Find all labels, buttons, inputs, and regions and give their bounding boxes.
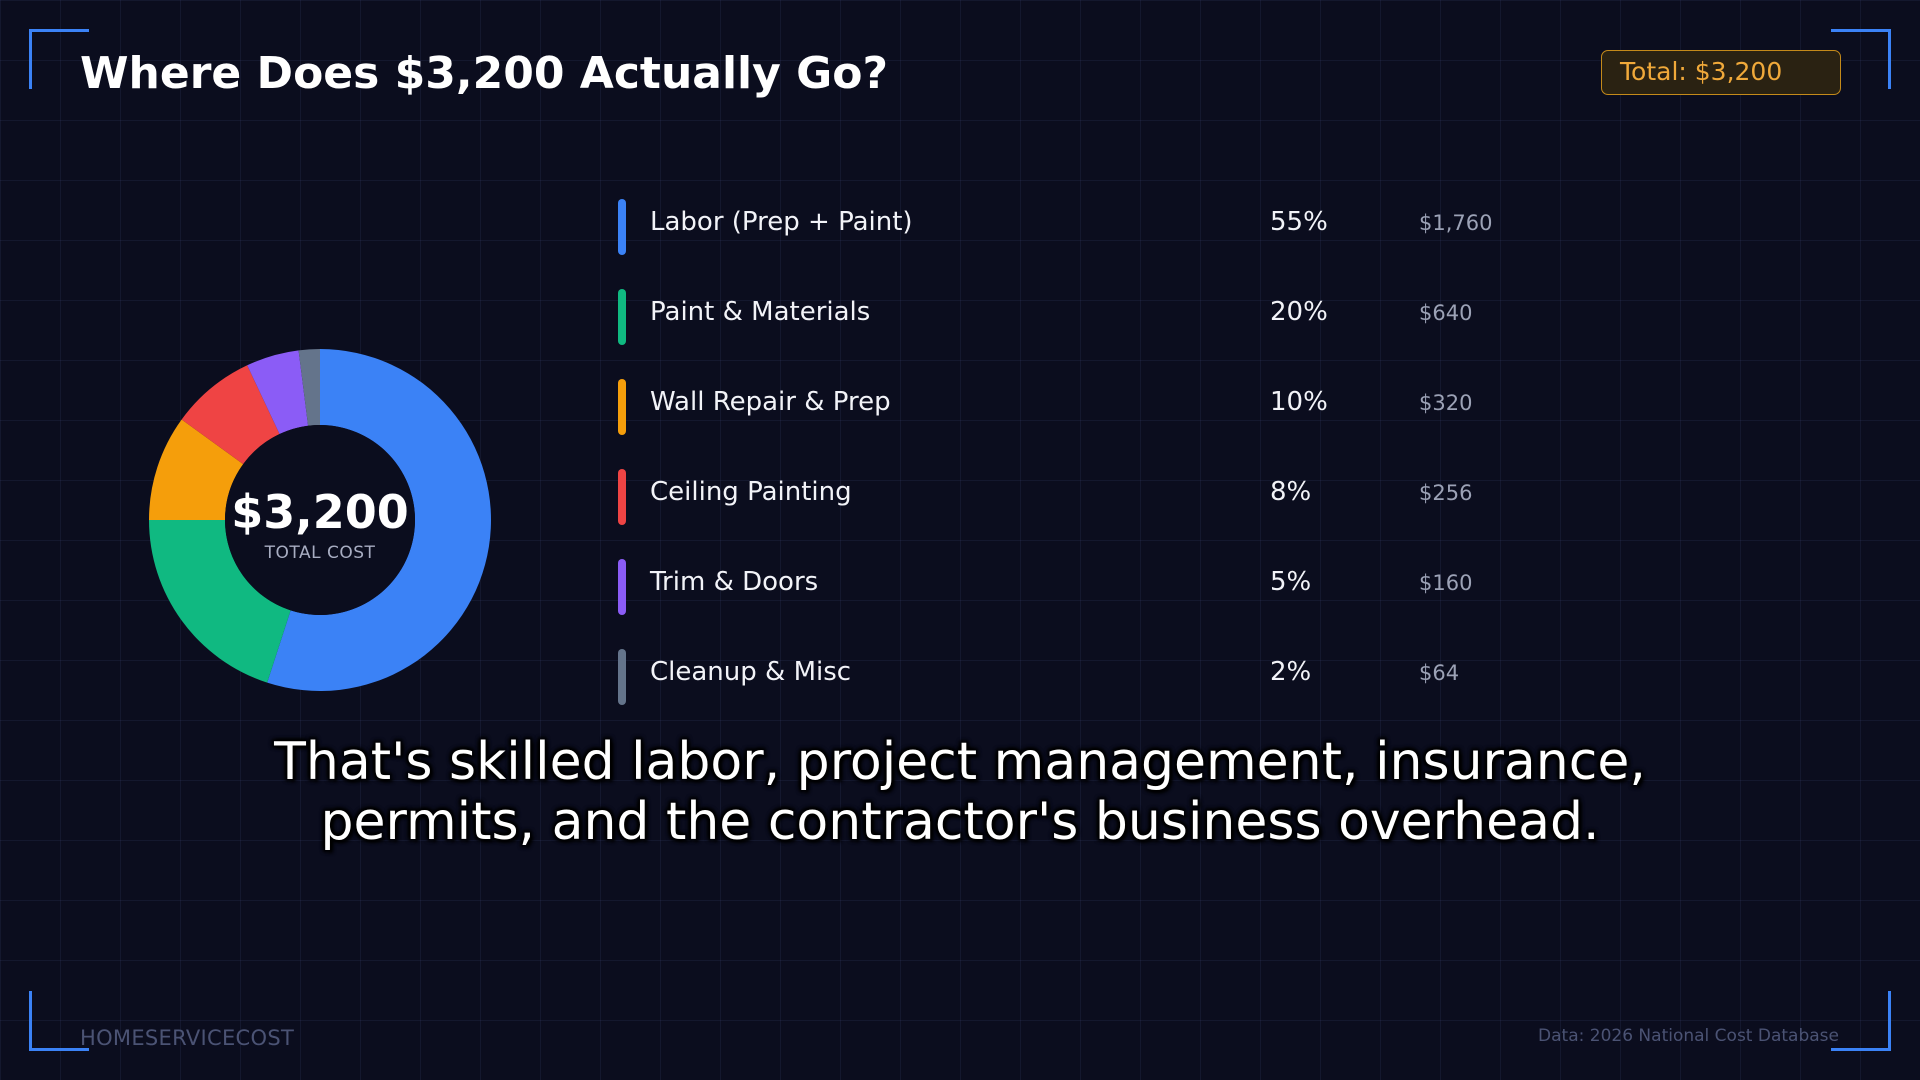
legend-label: Trim & Doors (650, 567, 819, 597)
donut-slice-4 (181, 365, 280, 465)
legend-percent: 10% (1270, 387, 1328, 417)
donut-slice-3 (149, 419, 244, 520)
legend-color-bar (618, 379, 626, 435)
page-title: Where Does $3,200 Actually Go? (80, 48, 888, 99)
legend-label: Paint & Materials (650, 297, 871, 327)
total-badge: Total: $3,200 (1601, 50, 1841, 95)
legend-label: Wall Repair & Prep (650, 387, 891, 417)
legend-amount: $1,760 (1419, 211, 1493, 235)
corner-bracket-bottom-right (1831, 991, 1891, 1051)
caption-line-1: That's skilled labor, project management… (274, 732, 1646, 792)
caption: That's skilled labor, project management… (160, 732, 1760, 852)
legend-row: Labor (Prep + Paint) 55% $1,760 (618, 195, 1518, 285)
legend-row: Wall Repair & Prep 10% $320 (618, 375, 1518, 465)
corner-bracket-bottom-left (29, 991, 89, 1051)
legend-row: Paint & Materials 20% $640 (618, 285, 1518, 375)
footer-brand: HOMESERVICECOST (80, 1026, 295, 1050)
legend-label: Cleanup & Misc (650, 657, 852, 687)
legend-color-bar (618, 559, 626, 615)
legend-amount: $320 (1419, 391, 1473, 415)
donut-slice-6 (298, 349, 320, 426)
donut-chart-svg (149, 349, 491, 691)
breakdown-legend: Labor (Prep + Paint) 55% $1,760 Paint & Mat… (618, 195, 1518, 735)
legend-color-bar (618, 199, 626, 255)
donut-center: $3,200 TOTAL COST (145, 345, 495, 695)
donut-slice-2 (149, 520, 291, 683)
legend-amount: $640 (1419, 301, 1473, 325)
corner-bracket-top-left (29, 29, 89, 89)
donut-chart: $3,200 TOTAL COST (145, 345, 495, 695)
legend-row: Cleanup & Misc 2% $64 (618, 645, 1518, 735)
corner-bracket-top-right (1831, 29, 1891, 89)
legend-color-bar (618, 289, 626, 345)
donut-center-label: TOTAL COST (264, 543, 376, 563)
legend-amount: $64 (1419, 661, 1460, 685)
legend-amount: $256 (1419, 481, 1473, 505)
legend-color-bar (618, 649, 626, 705)
donut-slice-1 (267, 349, 491, 691)
legend-color-bar (618, 469, 626, 525)
donut-hole (225, 425, 415, 615)
legend-percent: 8% (1270, 477, 1312, 507)
legend-percent: 5% (1270, 567, 1312, 597)
legend-percent: 2% (1270, 657, 1312, 687)
donut-slice-5 (247, 350, 309, 435)
legend-percent: 20% (1270, 297, 1328, 327)
legend-label: Ceiling Painting (650, 477, 852, 507)
legend-percent: 55% (1270, 207, 1328, 237)
legend-row: Ceiling Painting 8% $256 (618, 465, 1518, 555)
legend-amount: $160 (1419, 571, 1473, 595)
legend-label: Labor (Prep + Paint) (650, 207, 913, 237)
legend-row: Trim & Doors 5% $160 (618, 555, 1518, 645)
caption-line-2: permits, and the contractor's business o… (320, 792, 1600, 852)
footer-source: Data: 2026 National Cost Database (1538, 1026, 1839, 1046)
donut-center-value: $3,200 (231, 485, 409, 539)
